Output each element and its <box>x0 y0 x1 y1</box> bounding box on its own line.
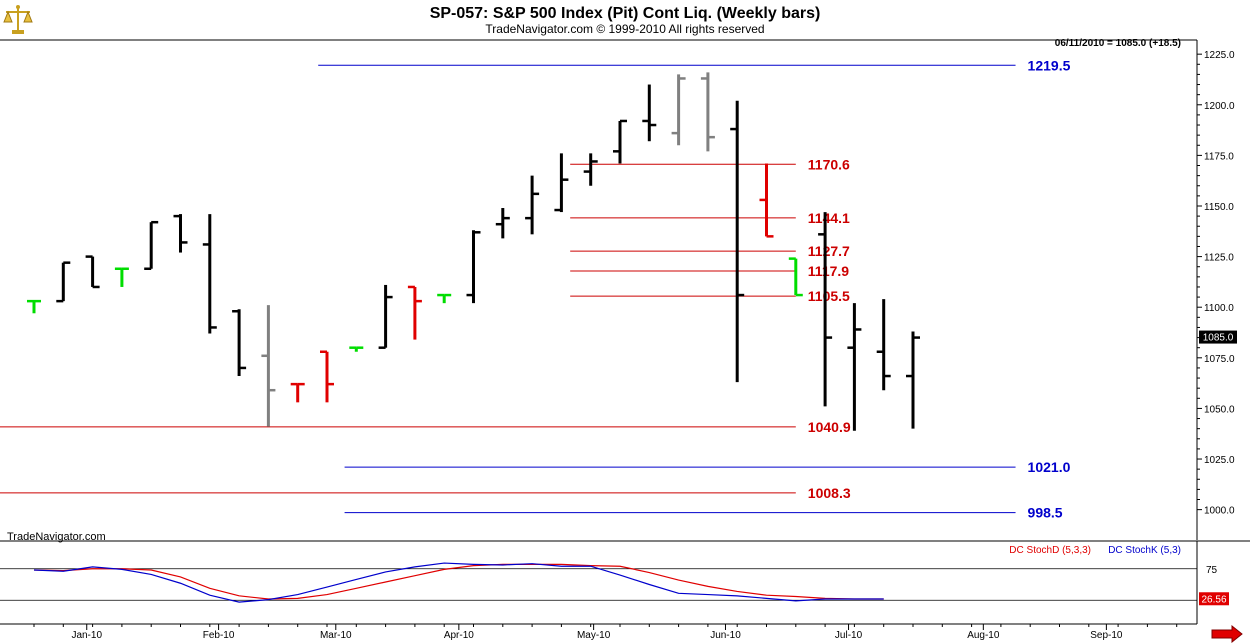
level-label: 1170.6 <box>808 156 850 172</box>
x-tick-label: Jan-10 <box>71 630 102 641</box>
ohlc-bar <box>495 208 510 239</box>
ohlc-bar <box>613 119 627 164</box>
ohlc-bar <box>730 100 745 383</box>
current-price-label: 1085.0 <box>1203 333 1234 344</box>
last-price-info: 06/11/2010 = 1085.0 (+18.5) <box>1055 38 1181 49</box>
x-tick-label: Sep-10 <box>1090 630 1123 641</box>
level-label: 1127.7 <box>808 243 850 259</box>
stoch-k-legend: DC StochK (5,3) <box>1108 545 1181 556</box>
price-panel <box>0 39 1250 542</box>
current-price-tag: 1085.0 <box>1199 330 1237 344</box>
price-axis: 1000.0 1025.0 1050.0 1075.0 1100.0 1125.0 1150… <box>1197 50 1235 517</box>
y-tick-label: 1100.0 <box>1204 303 1234 314</box>
ohlc-bar <box>320 350 334 403</box>
ohlc-bar <box>378 284 393 349</box>
support-resistance-levels: 1219.5 1170.6 1144.1 1127.7 1117.9 1105.5 1040… <box>0 57 1071 521</box>
x-tick-label: Aug-10 <box>967 630 1000 641</box>
level-label: 1008.3 <box>808 485 851 501</box>
y-tick-label: 1025.0 <box>1204 455 1235 466</box>
ohlc-bar <box>144 220 159 270</box>
watermark: TradeNavigator.com <box>7 531 106 543</box>
golden-scales-icon <box>3 5 33 34</box>
stoch-current-tag: 26.56 <box>1199 592 1229 606</box>
ohlc-bar <box>85 255 100 289</box>
x-tick-label: May-10 <box>577 630 611 641</box>
ohlc-bar <box>407 285 422 340</box>
ohlc-bar <box>583 153 598 186</box>
ohlc-bar <box>525 175 540 235</box>
x-tick-label: Apr-10 <box>444 630 474 641</box>
ohlc-bar <box>642 84 657 142</box>
x-tick-label: Mar-10 <box>320 630 352 641</box>
chart-title: SP-057: S&P 500 Index (Pit) Cont Liq. (W… <box>430 5 821 22</box>
level-label: 998.5 <box>1028 505 1063 521</box>
ohlc-bars <box>27 72 920 431</box>
y-tick-label: 1200.0 <box>1204 101 1235 112</box>
ohlc-bar <box>700 72 715 152</box>
x-tick-label: Jun-10 <box>710 630 741 641</box>
y-tick-label: 1125.0 <box>1204 253 1234 264</box>
time-axis: Jan-10 Feb-10 Mar-10 Apr-10 May-10 Jun-10 Jul-… <box>0 623 1197 641</box>
stochastic-lines <box>0 562 1197 603</box>
ohlc-bar <box>788 257 803 297</box>
ohlc-bar <box>818 212 833 407</box>
ohlc-bar <box>114 267 129 287</box>
x-tick-label: Feb-10 <box>203 630 235 641</box>
level-label: 1105.5 <box>808 288 850 304</box>
y-tick-label: 1000.0 <box>1204 506 1235 517</box>
x-tick-label: Jul-10 <box>835 630 863 641</box>
red-arrow-right-icon[interactable] <box>1211 624 1243 643</box>
stoch-k-line <box>33 562 884 603</box>
y-tick-label: 1075.0 <box>1204 354 1235 365</box>
ohlc-bar <box>261 305 276 427</box>
ohlc-bar <box>906 331 920 429</box>
level-label: 1144.1 <box>808 210 850 226</box>
y-tick-label: 1150.0 <box>1204 202 1234 213</box>
ohlc-bar <box>202 214 217 334</box>
level-label: 1040.9 <box>808 419 851 435</box>
stoch-current-label: 26.56 <box>1201 594 1226 605</box>
ohlc-bar <box>349 346 364 352</box>
level-label: 1219.5 <box>1028 57 1071 73</box>
ohlc-bar <box>56 261 71 303</box>
level-label: 1117.9 <box>808 263 849 279</box>
ohlc-bar <box>466 230 481 304</box>
ohlc-bar <box>27 299 41 314</box>
chart-subtitle: TradeNavigator.com © 1999-2010 All right… <box>485 22 764 36</box>
ohlc-bar <box>290 382 305 403</box>
stoch-upper-label: 75 <box>1206 565 1218 576</box>
ohlc-bar <box>847 303 862 431</box>
ohlc-bar <box>671 74 686 146</box>
ohlc-bar <box>173 214 188 253</box>
ohlc-bar <box>554 153 569 213</box>
y-tick-label: 1225.0 <box>1204 50 1235 61</box>
ohlc-bar <box>232 309 247 377</box>
ohlc-bar <box>876 299 891 391</box>
stoch-d-legend: DC StochD (5,3,3) <box>1009 545 1091 556</box>
y-tick-label: 1175.0 <box>1204 151 1234 162</box>
level-label: 1021.0 <box>1028 459 1071 475</box>
stoch-d-line <box>33 563 884 600</box>
ohlc-bar <box>437 293 452 304</box>
ohlc-bar <box>759 163 774 238</box>
y-tick-label: 1050.0 <box>1204 404 1235 415</box>
